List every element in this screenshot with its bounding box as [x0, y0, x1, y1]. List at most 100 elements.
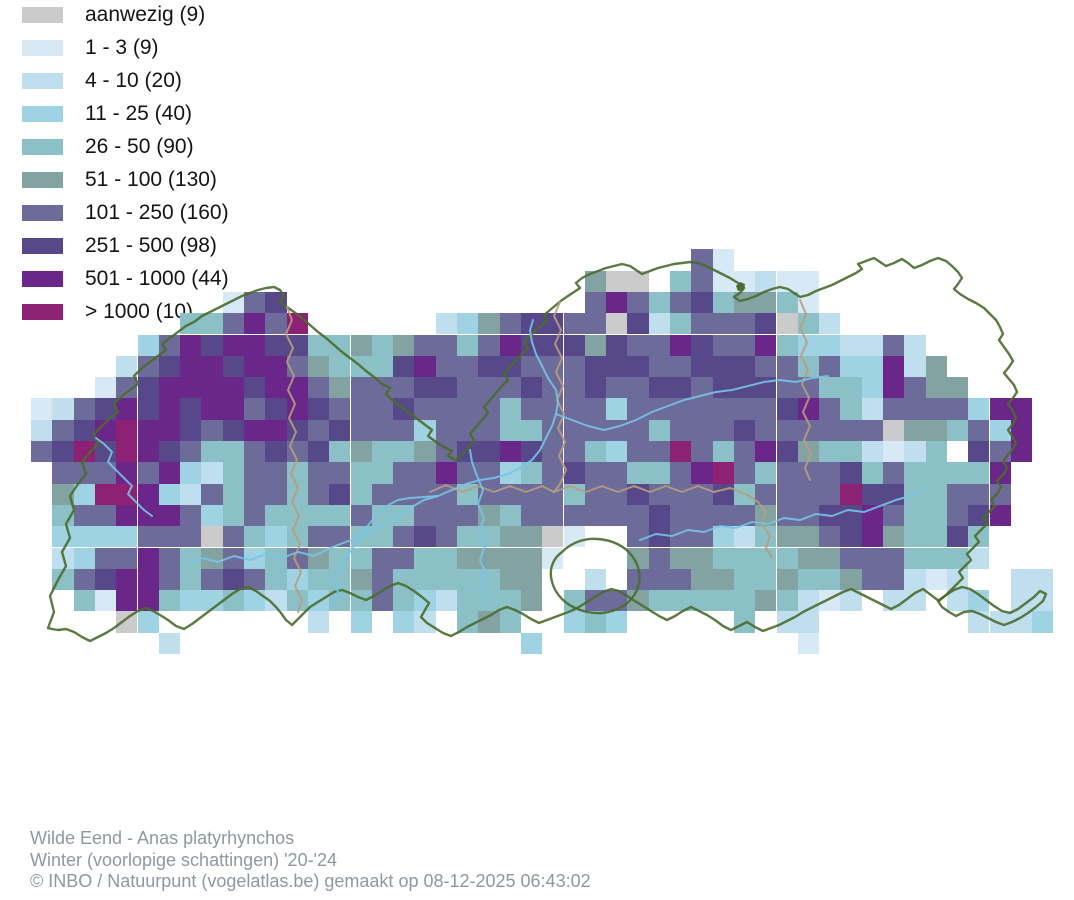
map-cell — [201, 334, 223, 356]
map-cell — [627, 462, 649, 484]
map-cell — [946, 547, 969, 569]
map-cell — [904, 590, 926, 612]
map-cell — [627, 398, 649, 420]
map-cell — [350, 462, 372, 484]
map-cell — [776, 355, 798, 378]
map-cell — [542, 441, 564, 463]
map-cell — [989, 419, 1011, 441]
map-cell — [648, 419, 670, 441]
map-cell — [904, 547, 926, 569]
map-cell — [989, 483, 1011, 505]
map-cell — [393, 398, 415, 420]
map-cell — [861, 547, 883, 569]
map-cell — [606, 398, 628, 420]
map-cell — [393, 611, 415, 633]
map-cell — [627, 568, 649, 591]
map-cell — [52, 526, 74, 548]
map-cell — [797, 441, 820, 463]
map-cell — [648, 291, 670, 314]
map-cell — [733, 526, 756, 548]
map-cell — [265, 398, 287, 420]
map-cell — [989, 398, 1011, 420]
map-cell — [606, 270, 628, 292]
map-cell — [776, 590, 798, 612]
map-cell — [627, 419, 649, 441]
map-cell — [393, 441, 415, 463]
map-cell — [371, 547, 394, 569]
map-cell — [776, 334, 798, 356]
map-cell — [457, 590, 479, 612]
legend-item: 101 - 250 (160) — [22, 196, 229, 229]
map-cell — [478, 526, 500, 548]
map-cell — [371, 419, 394, 441]
map-cell — [435, 462, 457, 484]
map-cell — [925, 441, 947, 463]
map-cell — [840, 419, 862, 441]
legend-swatch — [22, 105, 63, 122]
map-cell — [776, 547, 798, 569]
map-cell — [435, 377, 457, 399]
map-cell — [435, 313, 457, 335]
map-cell — [435, 334, 457, 356]
map-cell — [797, 398, 820, 420]
map-cell — [712, 462, 734, 484]
map-cell — [201, 462, 223, 484]
map-cell — [691, 526, 713, 548]
map-cell — [137, 462, 159, 484]
map-cell — [584, 504, 607, 527]
map-cell — [158, 526, 181, 548]
map-cell — [158, 590, 181, 612]
map-cell — [925, 547, 947, 569]
map-cell — [499, 313, 521, 335]
caption: Wilde Eend - Anas platyrhynchos Winter (… — [30, 828, 591, 893]
map-cell — [180, 590, 202, 612]
map-cell — [286, 377, 308, 399]
map-cell — [797, 355, 820, 378]
map-cell — [712, 526, 734, 548]
map-cell — [414, 419, 436, 441]
map-cell — [776, 611, 798, 633]
map-cell — [712, 355, 734, 378]
map-cell — [244, 377, 266, 399]
map-cell — [733, 568, 756, 591]
map-cell — [329, 483, 351, 505]
map-cell — [670, 441, 692, 463]
map-cell — [627, 355, 649, 378]
map-cell — [73, 504, 95, 527]
map-cell — [307, 611, 330, 633]
map-cell — [1010, 441, 1033, 463]
map-cell — [712, 377, 734, 399]
map-cell — [286, 462, 308, 484]
map-cell — [670, 419, 692, 441]
map-cell — [201, 419, 223, 441]
map-cell — [563, 377, 585, 399]
map-cell — [137, 547, 159, 569]
map-cell — [755, 313, 777, 335]
map-cell — [520, 462, 543, 484]
map-cell — [776, 568, 798, 591]
map-cell — [350, 483, 372, 505]
map-cell — [94, 462, 117, 484]
map-cell — [819, 355, 841, 378]
map-cell — [180, 334, 202, 356]
map-cell — [989, 611, 1011, 633]
map-cell — [158, 419, 181, 441]
map-cell — [350, 504, 372, 527]
map-cell — [670, 547, 692, 569]
map-cell — [52, 483, 74, 505]
map-cell — [648, 526, 670, 548]
map-cell — [755, 377, 777, 399]
map-cell — [180, 568, 202, 591]
map-cell — [712, 249, 734, 271]
map-cell — [733, 462, 756, 484]
map-cell — [968, 611, 990, 633]
map-cell — [350, 355, 372, 378]
map-cell — [222, 419, 244, 441]
map-cell — [797, 632, 820, 654]
map-cell — [329, 334, 351, 356]
map-cell — [265, 441, 287, 463]
map-cell — [691, 334, 713, 356]
map-cell — [968, 504, 990, 527]
map-cell — [137, 483, 159, 505]
map-cell — [329, 377, 351, 399]
